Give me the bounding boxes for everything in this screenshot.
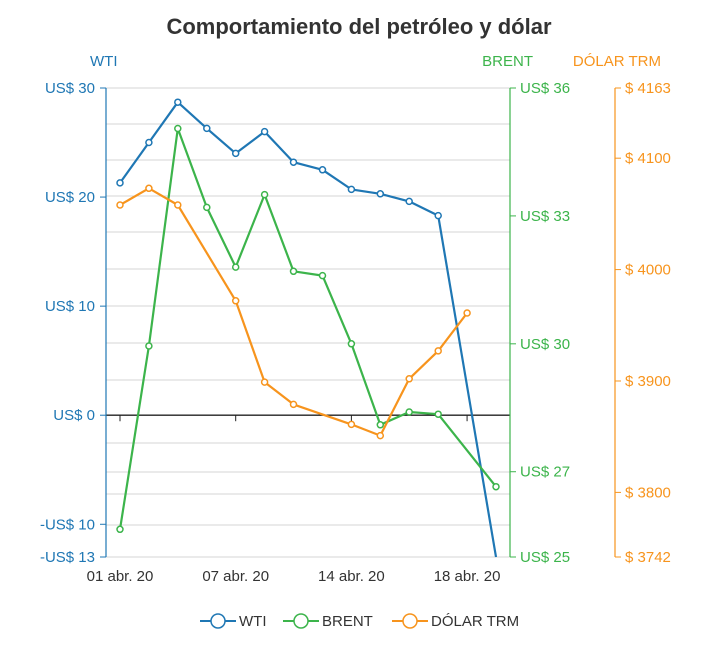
data-point-brent bbox=[231, 263, 240, 271]
data-point-wti bbox=[434, 211, 442, 220]
wti-tick-label: -US$ 13 bbox=[40, 549, 95, 566]
data-point-brent bbox=[347, 340, 356, 348]
brent-axis-name: BRENT bbox=[482, 53, 533, 70]
data-point-wti bbox=[116, 179, 124, 187]
dolar-tick-label: $ 3800 bbox=[625, 484, 671, 501]
chart-title: Comportamiento del petróleo y dólar bbox=[166, 14, 551, 39]
grid bbox=[106, 87, 510, 558]
series-line-wti bbox=[119, 101, 498, 558]
data-point-brent bbox=[260, 190, 269, 199]
data-point-wti bbox=[289, 158, 298, 166]
data-point-dolar-trm bbox=[174, 201, 182, 209]
data-point-dolar-trm bbox=[463, 309, 471, 317]
data-point-dolar-trm bbox=[347, 420, 356, 429]
wti-tick-label: US$ 0 bbox=[53, 407, 95, 424]
data-point-dolar-trm bbox=[231, 297, 240, 305]
data-point-wti bbox=[203, 124, 211, 133]
legend-item-wti: WTI bbox=[200, 613, 267, 630]
x-tick-label: 18 abr. 20 bbox=[434, 568, 501, 585]
data-point-dolar-trm bbox=[434, 347, 442, 355]
dolar-tick-label: $ 3742 bbox=[625, 549, 671, 566]
data-point-dolar-trm bbox=[145, 184, 153, 193]
axes: 01 abr. 20 07 abr. 20 14 abr. 20 18 abr. 20… bbox=[40, 53, 671, 585]
dolar-tick-label: $ 3900 bbox=[625, 373, 671, 390]
legend: WTI BRENT DÓLAR TRM bbox=[200, 613, 519, 630]
x-tick-label: 14 abr. 20 bbox=[318, 568, 385, 585]
brent-tick-label: US$ 25 bbox=[520, 549, 570, 566]
brent-tick-label: US$ 33 bbox=[520, 208, 570, 225]
dolar-axis-name: DÓLAR TRM bbox=[573, 53, 661, 70]
data-point-wti bbox=[145, 138, 153, 147]
legend-label-brent: BRENT bbox=[322, 613, 373, 630]
data-point-wti bbox=[405, 197, 413, 206]
legend-marker-wti bbox=[210, 613, 226, 629]
series-line-dolar-trm bbox=[119, 187, 468, 437]
brent-tick-label: US$ 36 bbox=[520, 80, 570, 97]
x-tick-label: 01 abr. 20 bbox=[87, 568, 154, 585]
brent-tick-label: US$ 27 bbox=[520, 464, 570, 481]
data-point-dolar-trm bbox=[376, 431, 385, 440]
legend-item-brent: BRENT bbox=[283, 613, 373, 630]
series-line-brent bbox=[118, 127, 497, 530]
legend-item-dolar-trm: DÓLAR TRM bbox=[392, 613, 519, 630]
data-point-brent bbox=[492, 482, 500, 491]
dolar-tick-label: $ 4163 bbox=[625, 80, 671, 97]
series bbox=[116, 98, 500, 558]
data-point-brent bbox=[174, 124, 182, 133]
legend-marker-brent bbox=[293, 613, 309, 629]
legend-label-wti: WTI bbox=[239, 613, 267, 630]
wti-tick-label: -US$ 10 bbox=[40, 516, 95, 533]
dolar-tick-label: $ 4000 bbox=[625, 262, 671, 279]
dolar-tick-label: $ 4100 bbox=[625, 150, 671, 167]
data-point-brent bbox=[318, 271, 327, 280]
data-point-wti bbox=[231, 149, 240, 158]
brent-tick-label: US$ 30 bbox=[520, 336, 570, 353]
data-point-wti bbox=[318, 166, 327, 174]
data-point-brent bbox=[116, 525, 124, 534]
data-point-brent bbox=[289, 267, 298, 276]
data-point-dolar-trm bbox=[405, 375, 413, 383]
data-point-brent bbox=[405, 408, 413, 416]
data-point-dolar-trm bbox=[116, 201, 124, 209]
legend-marker-dolar-trm bbox=[402, 613, 418, 629]
wti-tick-label: US$ 10 bbox=[45, 298, 95, 315]
wti-tick-label: US$ 30 bbox=[45, 80, 95, 97]
data-point-brent bbox=[434, 410, 442, 418]
wti-tick-label: US$ 20 bbox=[45, 189, 95, 206]
data-point-dolar-trm bbox=[260, 378, 269, 386]
data-point-dolar-trm bbox=[289, 400, 298, 409]
data-point-brent bbox=[203, 203, 211, 212]
data-point-brent bbox=[376, 421, 385, 429]
data-point-wti bbox=[260, 127, 269, 136]
data-point-wti bbox=[174, 98, 182, 106]
legend-label-dolar-trm: DÓLAR TRM bbox=[431, 613, 519, 630]
wti-axis-name: WTI bbox=[90, 53, 118, 70]
data-point-wti bbox=[376, 190, 385, 198]
data-point-wti bbox=[347, 185, 356, 194]
x-tick-label: 07 abr. 20 bbox=[202, 568, 269, 585]
data-point-brent bbox=[145, 342, 153, 350]
